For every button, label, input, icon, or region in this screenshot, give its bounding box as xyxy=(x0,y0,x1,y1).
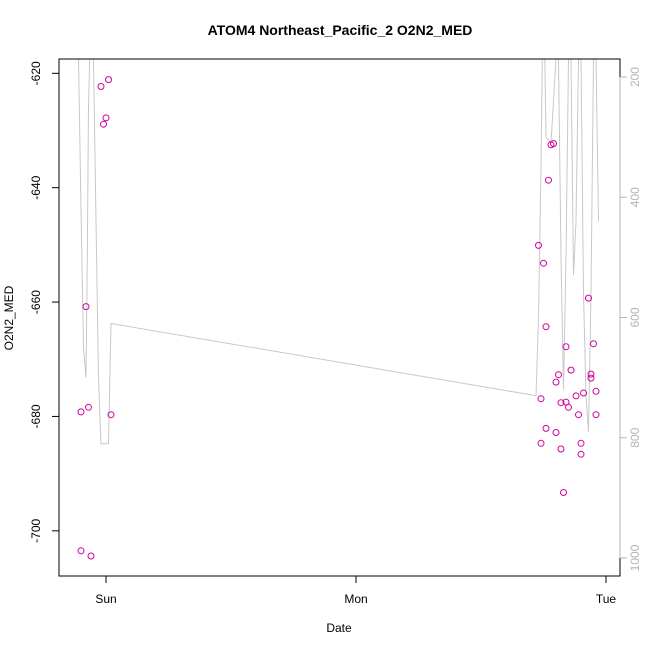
data-point xyxy=(587,374,595,382)
axes: Sun Mon Tue -620 -640 -660 -680 -700 200 400 600 80… xyxy=(29,61,642,606)
y-axis-label: O2N2_MED xyxy=(2,285,16,350)
data-point xyxy=(540,259,547,267)
y-tick-label: -680 xyxy=(29,404,43,428)
data-point xyxy=(77,547,85,555)
data-point xyxy=(550,140,557,148)
data-point xyxy=(77,408,85,416)
data-point xyxy=(577,439,585,447)
data-point xyxy=(82,303,90,311)
data-point xyxy=(552,429,560,436)
y2-tick-label: 600 xyxy=(628,307,642,327)
x-tick-label: Mon xyxy=(344,592,367,606)
data-point xyxy=(97,83,105,90)
data-point xyxy=(592,411,600,419)
y2-tick-label: 800 xyxy=(628,427,642,447)
data-point xyxy=(565,403,572,411)
data-point xyxy=(555,371,562,379)
data-point xyxy=(577,450,585,458)
data-point xyxy=(580,389,587,397)
data-point xyxy=(567,366,575,374)
y2-tick-label: 1000 xyxy=(628,544,642,571)
chart-title: ATOM4 Northeast_Pacific_2 O2N2_MED xyxy=(208,22,473,38)
y-tick-label: -660 xyxy=(29,290,43,314)
data-point xyxy=(562,343,570,351)
data-point xyxy=(572,392,580,400)
data-point xyxy=(537,395,545,403)
data-point xyxy=(100,120,107,128)
data-point xyxy=(585,294,592,302)
data-point xyxy=(587,370,595,378)
data-point xyxy=(560,489,567,496)
data-point xyxy=(542,323,550,331)
data-point xyxy=(102,114,110,122)
plot-area xyxy=(77,59,600,560)
data-point xyxy=(537,439,545,447)
x-tick-label: Sun xyxy=(95,592,116,606)
data-point xyxy=(592,387,600,395)
data-point xyxy=(85,403,92,411)
data-point xyxy=(105,76,112,84)
data-point xyxy=(107,411,115,419)
series-line xyxy=(78,59,599,445)
x-axis-label: Date xyxy=(326,621,352,635)
y-tick-label: -700 xyxy=(29,518,43,542)
data-point xyxy=(575,411,582,419)
data-point xyxy=(535,241,542,249)
x-tick-label: Tue xyxy=(596,592,617,606)
y2-tick-label: 400 xyxy=(628,187,642,207)
data-point xyxy=(552,378,560,386)
data-point xyxy=(542,424,550,432)
data-point xyxy=(545,176,552,184)
data-point xyxy=(590,340,597,348)
y-tick-label: -640 xyxy=(29,175,43,199)
y2-tick-label: 200 xyxy=(628,67,642,87)
data-point xyxy=(557,399,565,407)
y-tick-label: -620 xyxy=(29,61,43,85)
data-point xyxy=(87,552,95,560)
data-point xyxy=(557,445,565,453)
